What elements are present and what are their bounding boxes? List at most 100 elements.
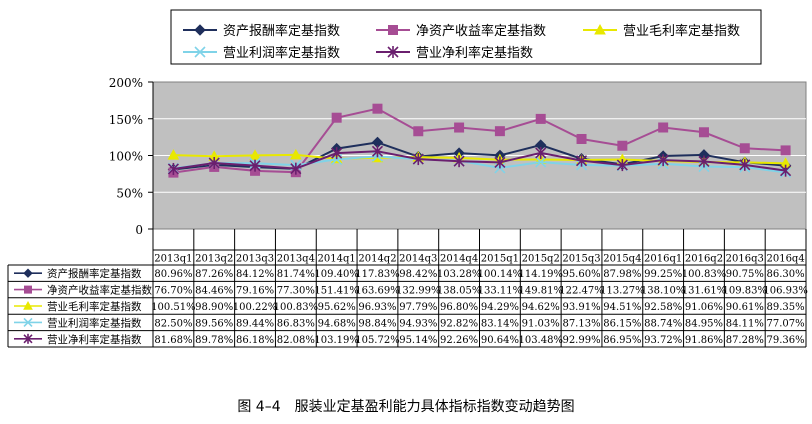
table-cell-3-13: 92.58% bbox=[644, 302, 682, 313]
table-cell-5-11: 92.99% bbox=[562, 335, 600, 346]
table-cell-1-4: 81.74% bbox=[277, 269, 315, 280]
series-3-point-3 bbox=[249, 149, 261, 160]
series-line-4 bbox=[173, 155, 786, 174]
table-cell-1-7: 98.42% bbox=[399, 269, 437, 280]
legend-label-3: 营业毛利率定基指数 bbox=[623, 23, 740, 39]
category-label-6: 2014q2 bbox=[358, 254, 396, 265]
series-5-point-10 bbox=[535, 146, 547, 159]
table-row-label-4: 营业利润率定基指数 bbox=[47, 316, 142, 329]
category-label-10: 2015q2 bbox=[522, 254, 560, 265]
table-cell-4-5: 94.68% bbox=[318, 318, 356, 329]
table-cell-5-10: 103.48% bbox=[518, 335, 563, 346]
table-cell-2-10: 149.81% bbox=[518, 286, 563, 297]
category-label-16: 2016q4 bbox=[766, 254, 804, 265]
table-cell-3-7: 97.79% bbox=[399, 302, 437, 313]
series-2-point-7 bbox=[413, 126, 424, 137]
table-cell-2-3: 79.16% bbox=[236, 286, 274, 297]
table-cell-5-16: 79.36% bbox=[767, 335, 805, 346]
table-cell-3-9: 94.29% bbox=[481, 302, 519, 313]
table-row-label-3: 营业毛利率定基指数 bbox=[47, 300, 142, 313]
table-cell-1-13: 99.25% bbox=[644, 269, 682, 280]
series-5-point-9 bbox=[494, 156, 506, 169]
y-tick-label-1: 50% bbox=[116, 186, 143, 200]
table-cell-4-3: 89.44% bbox=[236, 318, 274, 329]
table-cell-5-2: 89.78% bbox=[195, 335, 233, 346]
table-cell-1-14: 100.83% bbox=[682, 269, 727, 280]
table-cell-2-7: 132.99% bbox=[396, 286, 441, 297]
table-cell-1-5: 109.40% bbox=[314, 269, 359, 280]
figure-caption: 图 4–4 服装业定基盈利能力具体指标指数变动趋势图 bbox=[237, 399, 575, 415]
series-5-point-8 bbox=[453, 155, 465, 168]
table-cell-4-15: 84.11% bbox=[726, 318, 764, 329]
category-label-8: 2014q4 bbox=[440, 254, 478, 265]
category-label-15: 2016q3 bbox=[726, 254, 764, 265]
table-cell-2-8: 138.05% bbox=[437, 286, 482, 297]
table-cell-5-9: 90.64% bbox=[481, 335, 519, 346]
table-key-marker-1 bbox=[23, 268, 33, 278]
legend-marker-4-b bbox=[194, 46, 206, 58]
legend-box bbox=[170, 9, 762, 65]
series-5-point-7 bbox=[412, 153, 424, 166]
table-cell-4-4: 86.83% bbox=[277, 318, 315, 329]
series-2-point-10 bbox=[535, 113, 546, 124]
table-cell-3-14: 91.06% bbox=[685, 302, 723, 313]
table-cell-5-14: 91.86% bbox=[685, 335, 723, 346]
category-label-4: 2013q4 bbox=[277, 254, 315, 265]
legend-marker-2 bbox=[388, 25, 398, 35]
series-2-point-9 bbox=[494, 126, 505, 137]
category-label-7: 2014q3 bbox=[399, 254, 437, 265]
series-5-point-5 bbox=[331, 147, 343, 160]
table-cell-2-4: 77.30% bbox=[277, 286, 315, 297]
table-cell-3-3: 100.22% bbox=[233, 302, 278, 313]
table-cell-2-2: 84.46% bbox=[195, 286, 233, 297]
table-cell-1-1: 80.96% bbox=[154, 269, 192, 280]
table-cell-3-16: 89.35% bbox=[767, 302, 805, 313]
table-cell-4-10: 91.03% bbox=[522, 318, 560, 329]
series-5-point-15 bbox=[739, 158, 751, 171]
table-key-marker-5 bbox=[23, 333, 33, 344]
series-5-point-11 bbox=[575, 154, 588, 167]
series-5-point-2 bbox=[208, 157, 220, 170]
legend-label-4: 营业利润率定基指数 bbox=[223, 45, 340, 61]
legend-marker-1 bbox=[194, 24, 206, 36]
table-cell-5-13: 93.72% bbox=[644, 335, 682, 346]
table-cell-5-3: 86.18% bbox=[236, 335, 274, 346]
table-key-marker-4-b bbox=[23, 317, 33, 327]
category-label-11: 2015q3 bbox=[562, 254, 600, 265]
series-5-point-6 bbox=[371, 145, 384, 158]
series-5-point-13 bbox=[657, 154, 669, 167]
category-label-14: 2016q2 bbox=[685, 254, 723, 265]
table-cell-5-7: 95.14% bbox=[399, 335, 437, 346]
table-cell-2-6: 163.69% bbox=[355, 286, 400, 297]
series-2-point-11 bbox=[576, 133, 587, 144]
y-tick-label-3: 150% bbox=[109, 113, 143, 127]
series-2-point-14 bbox=[698, 127, 709, 138]
table-cell-4-7: 94.93% bbox=[399, 318, 437, 329]
category-label-5: 2014q1 bbox=[318, 254, 356, 265]
table-cell-1-3: 84.12% bbox=[236, 269, 274, 280]
series-5-point-4 bbox=[290, 162, 302, 175]
series-5-point-3 bbox=[249, 159, 261, 172]
legend-label-2: 净资产收益率定基指数 bbox=[416, 23, 546, 39]
y-tick-label-2: 100% bbox=[109, 150, 143, 164]
table-cell-3-1: 100.51% bbox=[151, 302, 196, 313]
table-cell-2-16: 106.93% bbox=[763, 286, 808, 297]
table-cell-3-15: 90.61% bbox=[726, 302, 764, 313]
table-cell-3-12: 94.51% bbox=[603, 302, 641, 313]
table-row-label-2: 净资产收益率定基指数 bbox=[47, 284, 152, 297]
table-key-marker-4 bbox=[23, 317, 33, 327]
table-cell-2-14: 131.61% bbox=[682, 286, 727, 297]
series-4-point-10-b bbox=[535, 156, 547, 168]
table-cell-3-8: 96.80% bbox=[440, 302, 478, 313]
table-cell-1-11: 95.60% bbox=[562, 269, 600, 280]
table-cell-5-1: 81.68% bbox=[154, 335, 192, 346]
table-cell-4-9: 83.14% bbox=[481, 318, 519, 329]
table-cell-4-12: 86.15% bbox=[603, 318, 641, 329]
table-cell-3-10: 94.62% bbox=[522, 302, 560, 313]
table-cell-3-4: 100.83% bbox=[274, 302, 319, 313]
series-3-point-4 bbox=[289, 148, 302, 160]
series-5-point-16 bbox=[780, 164, 792, 177]
series-2-point-13 bbox=[658, 122, 669, 133]
table-cell-3-11: 93.91% bbox=[562, 302, 600, 313]
